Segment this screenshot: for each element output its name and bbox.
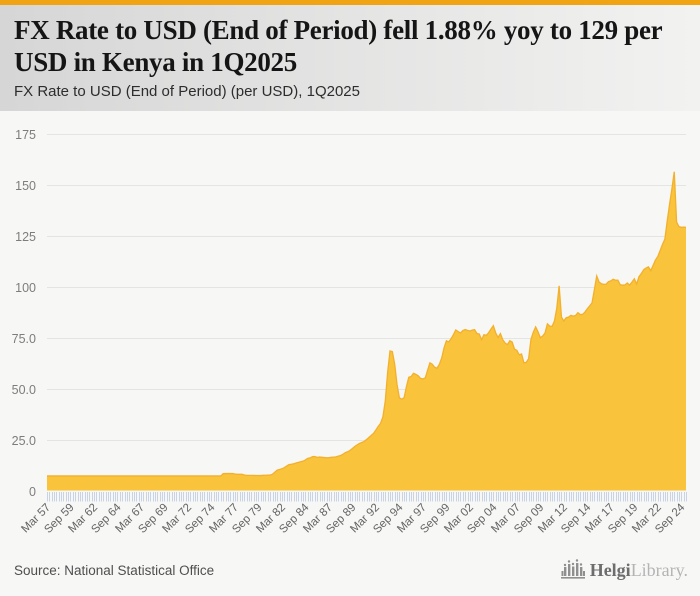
y-tick-label: 125: [15, 230, 36, 244]
chart-subtitle: FX Rate to USD (End of Period) (per USD)…: [14, 82, 360, 100]
area-fill: [47, 171, 686, 491]
logo-text-library: Library.: [630, 559, 688, 580]
chart-header: FX Rate to USD (End of Period) fell 1.88…: [0, 5, 700, 111]
helgi-logo-icon: [560, 559, 585, 579]
y-tick-label: 150: [15, 179, 36, 193]
source-note: Source: National Statistical Office: [14, 563, 215, 578]
area-series: [47, 171, 687, 491]
y-axis-labels: 0 25.0 50.0 75.0 100 125 150 175: [12, 128, 36, 499]
logo-text-helgi: Helgi: [589, 559, 631, 580]
y-tick-label: 25.0: [12, 434, 36, 448]
y-tick-label: 50.0: [12, 383, 36, 397]
y-tick-label: 0: [29, 485, 36, 499]
chart-headline: FX Rate to USD (End of Period) fell 1.88…: [14, 15, 662, 77]
y-tick-label: 75.0: [12, 332, 36, 346]
area-top-edge: [47, 171, 687, 477]
y-tick-label: 175: [15, 128, 36, 142]
x-tick-comb: [47, 492, 687, 502]
helgi-library-logo: Helgi Library.: [560, 557, 688, 583]
y-tick-label: 100: [15, 281, 36, 295]
accent-topbar: [0, 0, 700, 5]
